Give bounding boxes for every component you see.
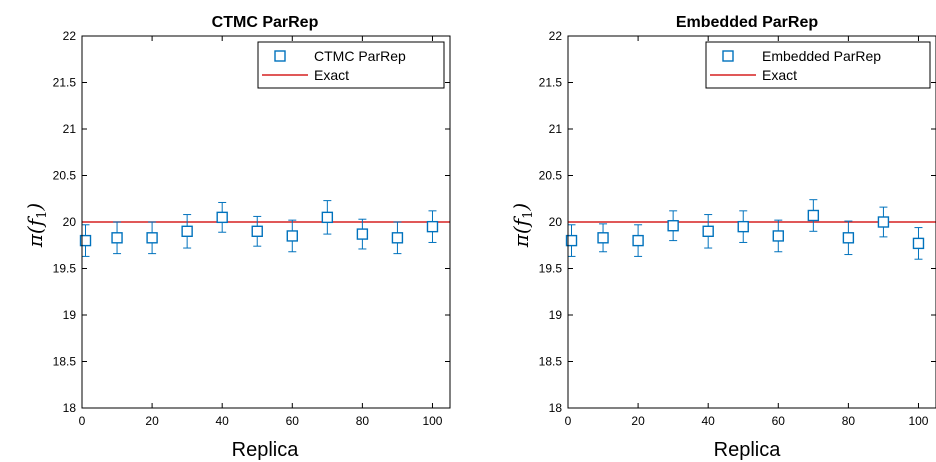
x-tick-label: 0: [79, 414, 86, 428]
data-point: [772, 230, 784, 242]
x-tick-label: 80: [356, 414, 370, 428]
data-point: [426, 220, 439, 233]
legend-label: Exact: [314, 67, 349, 83]
data-point: [877, 216, 890, 228]
y-tick-label: 19: [63, 308, 77, 322]
panel-title: CTMC ParRep: [212, 14, 319, 31]
y-axis-label-prefix: π(: [509, 225, 533, 248]
data-point: [632, 234, 644, 247]
y-tick-label: 18.5: [539, 355, 563, 369]
data-point: [111, 232, 123, 244]
y-tick-label: 21: [549, 122, 563, 136]
data-point: [181, 225, 193, 238]
legend-box: [257, 41, 445, 89]
svg-text:π(f1): π(f1): [23, 203, 50, 248]
panel-embedded: Embedded ParRep π(f1) Replica 18 18.5 19 19…: [509, 14, 936, 461]
x-tick-label: 100: [908, 414, 928, 428]
y-tick-label: 20: [549, 215, 563, 229]
data-point: [321, 211, 334, 224]
legend: Embedded ParRep Exact: [705, 41, 931, 89]
y-axis-label-suffix: ): [509, 203, 533, 212]
data-point: [286, 230, 298, 242]
x-tick-label: 60: [772, 414, 786, 428]
data-point: [912, 237, 925, 250]
data-point: [667, 220, 679, 232]
y-tick-label: 20: [63, 215, 77, 229]
panel-ctmc: CTMC ParRep π(f1) Replica 18 18.5 19 19.5 20…: [23, 14, 451, 461]
x-tick-label: 60: [286, 414, 300, 428]
data-point: [79, 234, 92, 247]
data-point: [391, 232, 404, 244]
data-point: [842, 232, 855, 244]
y-tick-label: 20.5: [539, 169, 563, 183]
data-point: [737, 220, 749, 233]
y-axis-label-prefix: π(: [23, 225, 47, 248]
legend-label: Exact: [762, 67, 797, 83]
data-point: [356, 228, 369, 240]
x-tick-label: 40: [216, 414, 230, 428]
y-tick-label: 22: [63, 29, 77, 43]
x-tick-label: 40: [702, 414, 716, 428]
y-axis-label: π(f1): [23, 203, 50, 248]
y-tick-label: 21.5: [53, 76, 77, 90]
x-tick-label: 20: [631, 414, 645, 428]
y-axis-label-suffix: ): [23, 203, 47, 212]
y-axis-label-subscript: 1: [35, 211, 50, 219]
y-tick-label: 19.5: [53, 262, 77, 276]
y-tick-label: 18.5: [53, 355, 77, 369]
axes-box: [81, 35, 451, 409]
x-axis-label: Replica: [232, 439, 300, 461]
y-tick-label: 19.5: [539, 262, 563, 276]
y-tick-label: 18: [549, 401, 563, 415]
data-point: [146, 232, 158, 244]
data-point: [597, 232, 609, 244]
y-axis-label-subscript: 1: [521, 211, 536, 219]
y-tick-label: 21: [63, 122, 77, 136]
x-tick-label: 80: [842, 414, 856, 428]
data-point: [216, 211, 228, 224]
x-tick-label: 20: [145, 414, 159, 428]
y-tick-label: 19: [549, 308, 563, 322]
x-tick-label: 100: [422, 414, 442, 428]
data-point: [565, 234, 578, 247]
legend: CTMC ParRep Exact: [257, 41, 445, 89]
legend-box: [705, 41, 931, 89]
y-tick-label: 20.5: [53, 169, 77, 183]
legend-marker-square: [722, 50, 734, 62]
data-point: [702, 225, 714, 238]
legend-label: CTMC ParRep: [314, 48, 406, 64]
legend-label: Embedded ParRep: [762, 48, 881, 64]
data-point: [251, 225, 263, 238]
data-point: [807, 209, 820, 222]
y-tick-label: 21.5: [539, 76, 563, 90]
x-tick-label: 0: [565, 414, 572, 428]
panel-title: Embedded ParRep: [676, 14, 818, 31]
y-tick-label: 18: [63, 401, 77, 415]
y-axis-label: π(f1): [509, 203, 536, 248]
axes-box: [567, 35, 936, 409]
x-axis-label: Replica: [714, 439, 782, 461]
y-tick-label: 22: [549, 29, 563, 43]
legend-marker-square: [274, 50, 286, 62]
svg-text:π(f1): π(f1): [509, 203, 536, 248]
